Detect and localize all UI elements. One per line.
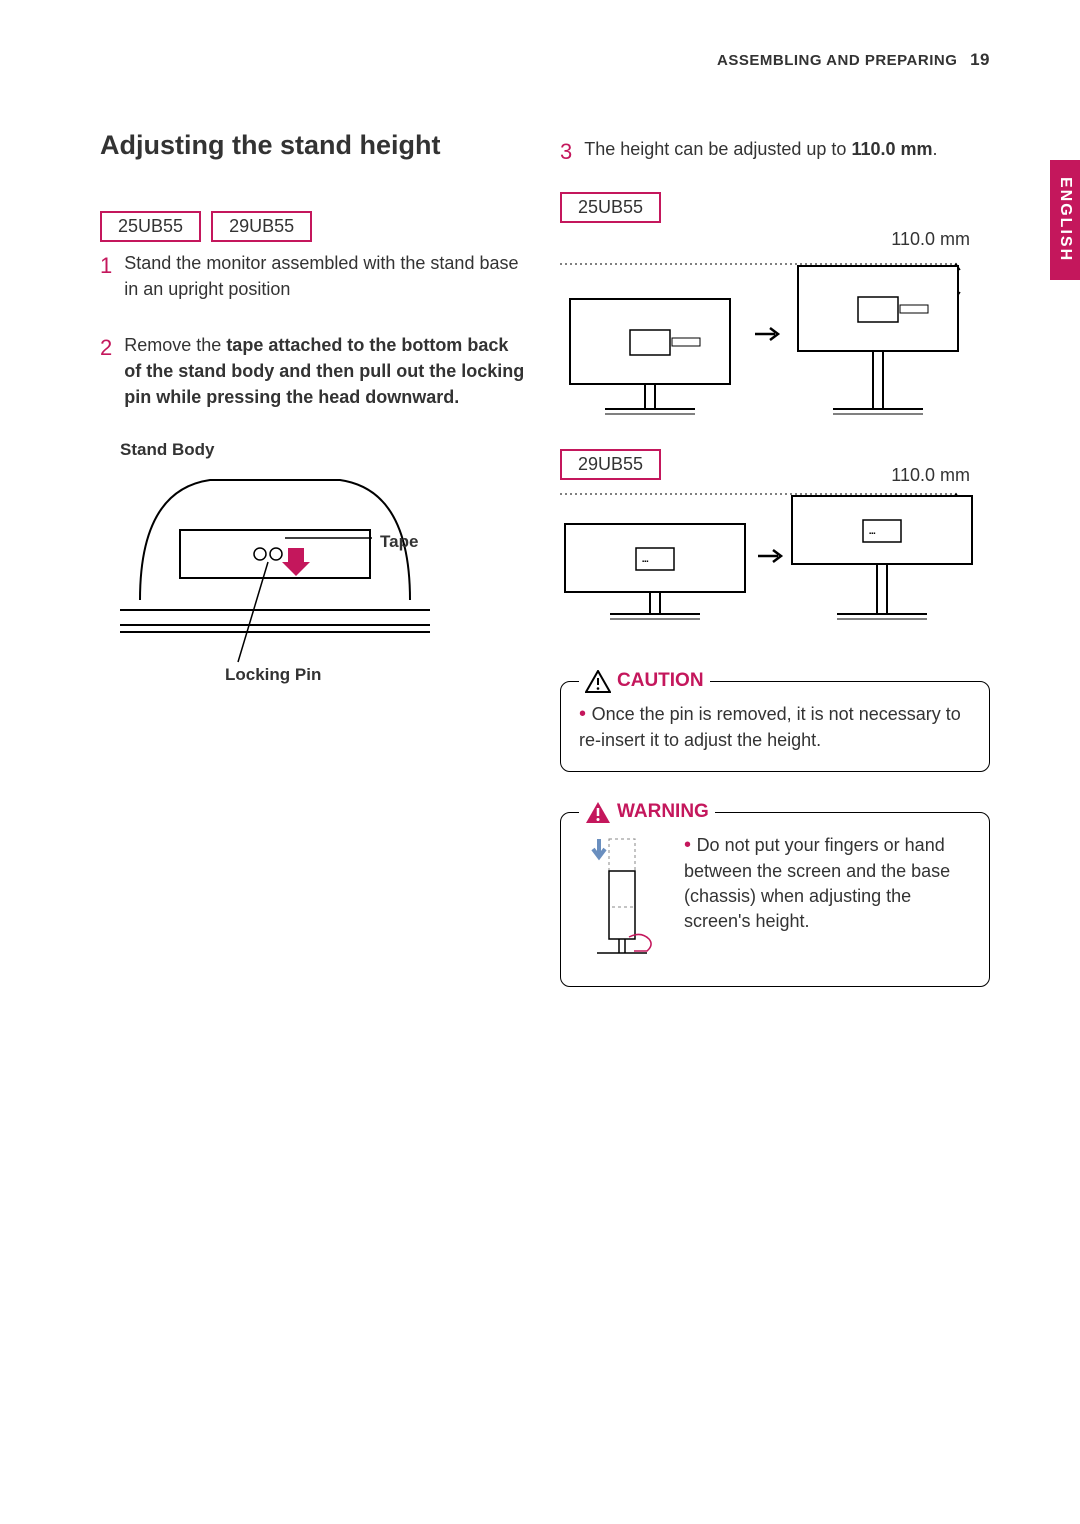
model-label: 25UB55 [560,192,661,223]
model-29ub55: 29UB55 [211,211,312,242]
model-boxes: 25UB55 29UB55 [100,211,530,242]
warning-title: WARNING [579,799,715,826]
step-1: 1 Stand the monitor assembled with the s… [100,250,530,302]
locking-pin-label: Locking Pin [225,665,321,685]
page-number: 19 [970,50,990,69]
warning-text: Do not put your fingers or hand between … [684,831,971,935]
step-2: 2 Remove the tape attached to the bottom… [100,332,530,410]
warning-box: WARNING [560,812,990,987]
tape-label: Tape [380,532,418,552]
height-value: 110.0 mm [891,465,990,486]
model-label: 29UB55 [560,449,661,480]
monitor-height-illustration-1 [560,254,980,424]
language-tab: ENGLISH [1050,160,1080,280]
caution-box: CAUTION Once the pin is removed, it is n… [560,681,990,772]
section-title: Adjusting the stand height [100,130,530,161]
warning-icon [585,801,611,824]
page-header: ASSEMBLING AND PREPARING 19 [100,50,990,70]
step-text: The height can be adjusted up to 110.0 m… [584,136,990,168]
header-section: ASSEMBLING AND PREPARING [717,52,957,69]
svg-text:▪▪▪: ▪▪▪ [869,531,875,537]
caution-icon [585,670,611,693]
stand-diagram: Stand Body [120,440,530,710]
svg-text:▪▪▪: ▪▪▪ [642,559,648,565]
step-number: 2 [100,332,112,410]
stand-body-illustration [120,470,480,690]
stand-body-label: Stand Body [120,440,530,460]
height-figure-25ub55: 25UB55 110.0 mm [560,192,990,429]
step-text: Stand the monitor assembled with the sta… [124,250,530,302]
warning-illustration [579,831,669,968]
caution-text: Once the pin is removed, it is not neces… [579,700,971,753]
step-3: 3 The height can be adjusted up to 110.0… [560,136,990,168]
step-number: 3 [560,136,572,168]
monitor-height-illustration-2: ▪▪▪ ▪▪▪ [560,486,980,636]
step-text: Remove the tape attached to the bottom b… [124,332,530,410]
step-number: 1 [100,250,112,302]
height-value: 110.0 mm [560,229,990,250]
caution-title: CAUTION [579,668,710,695]
model-25ub55: 25UB55 [100,211,201,242]
height-figure-29ub55: 29UB55 110.0 mm ▪▪▪ [560,449,990,641]
